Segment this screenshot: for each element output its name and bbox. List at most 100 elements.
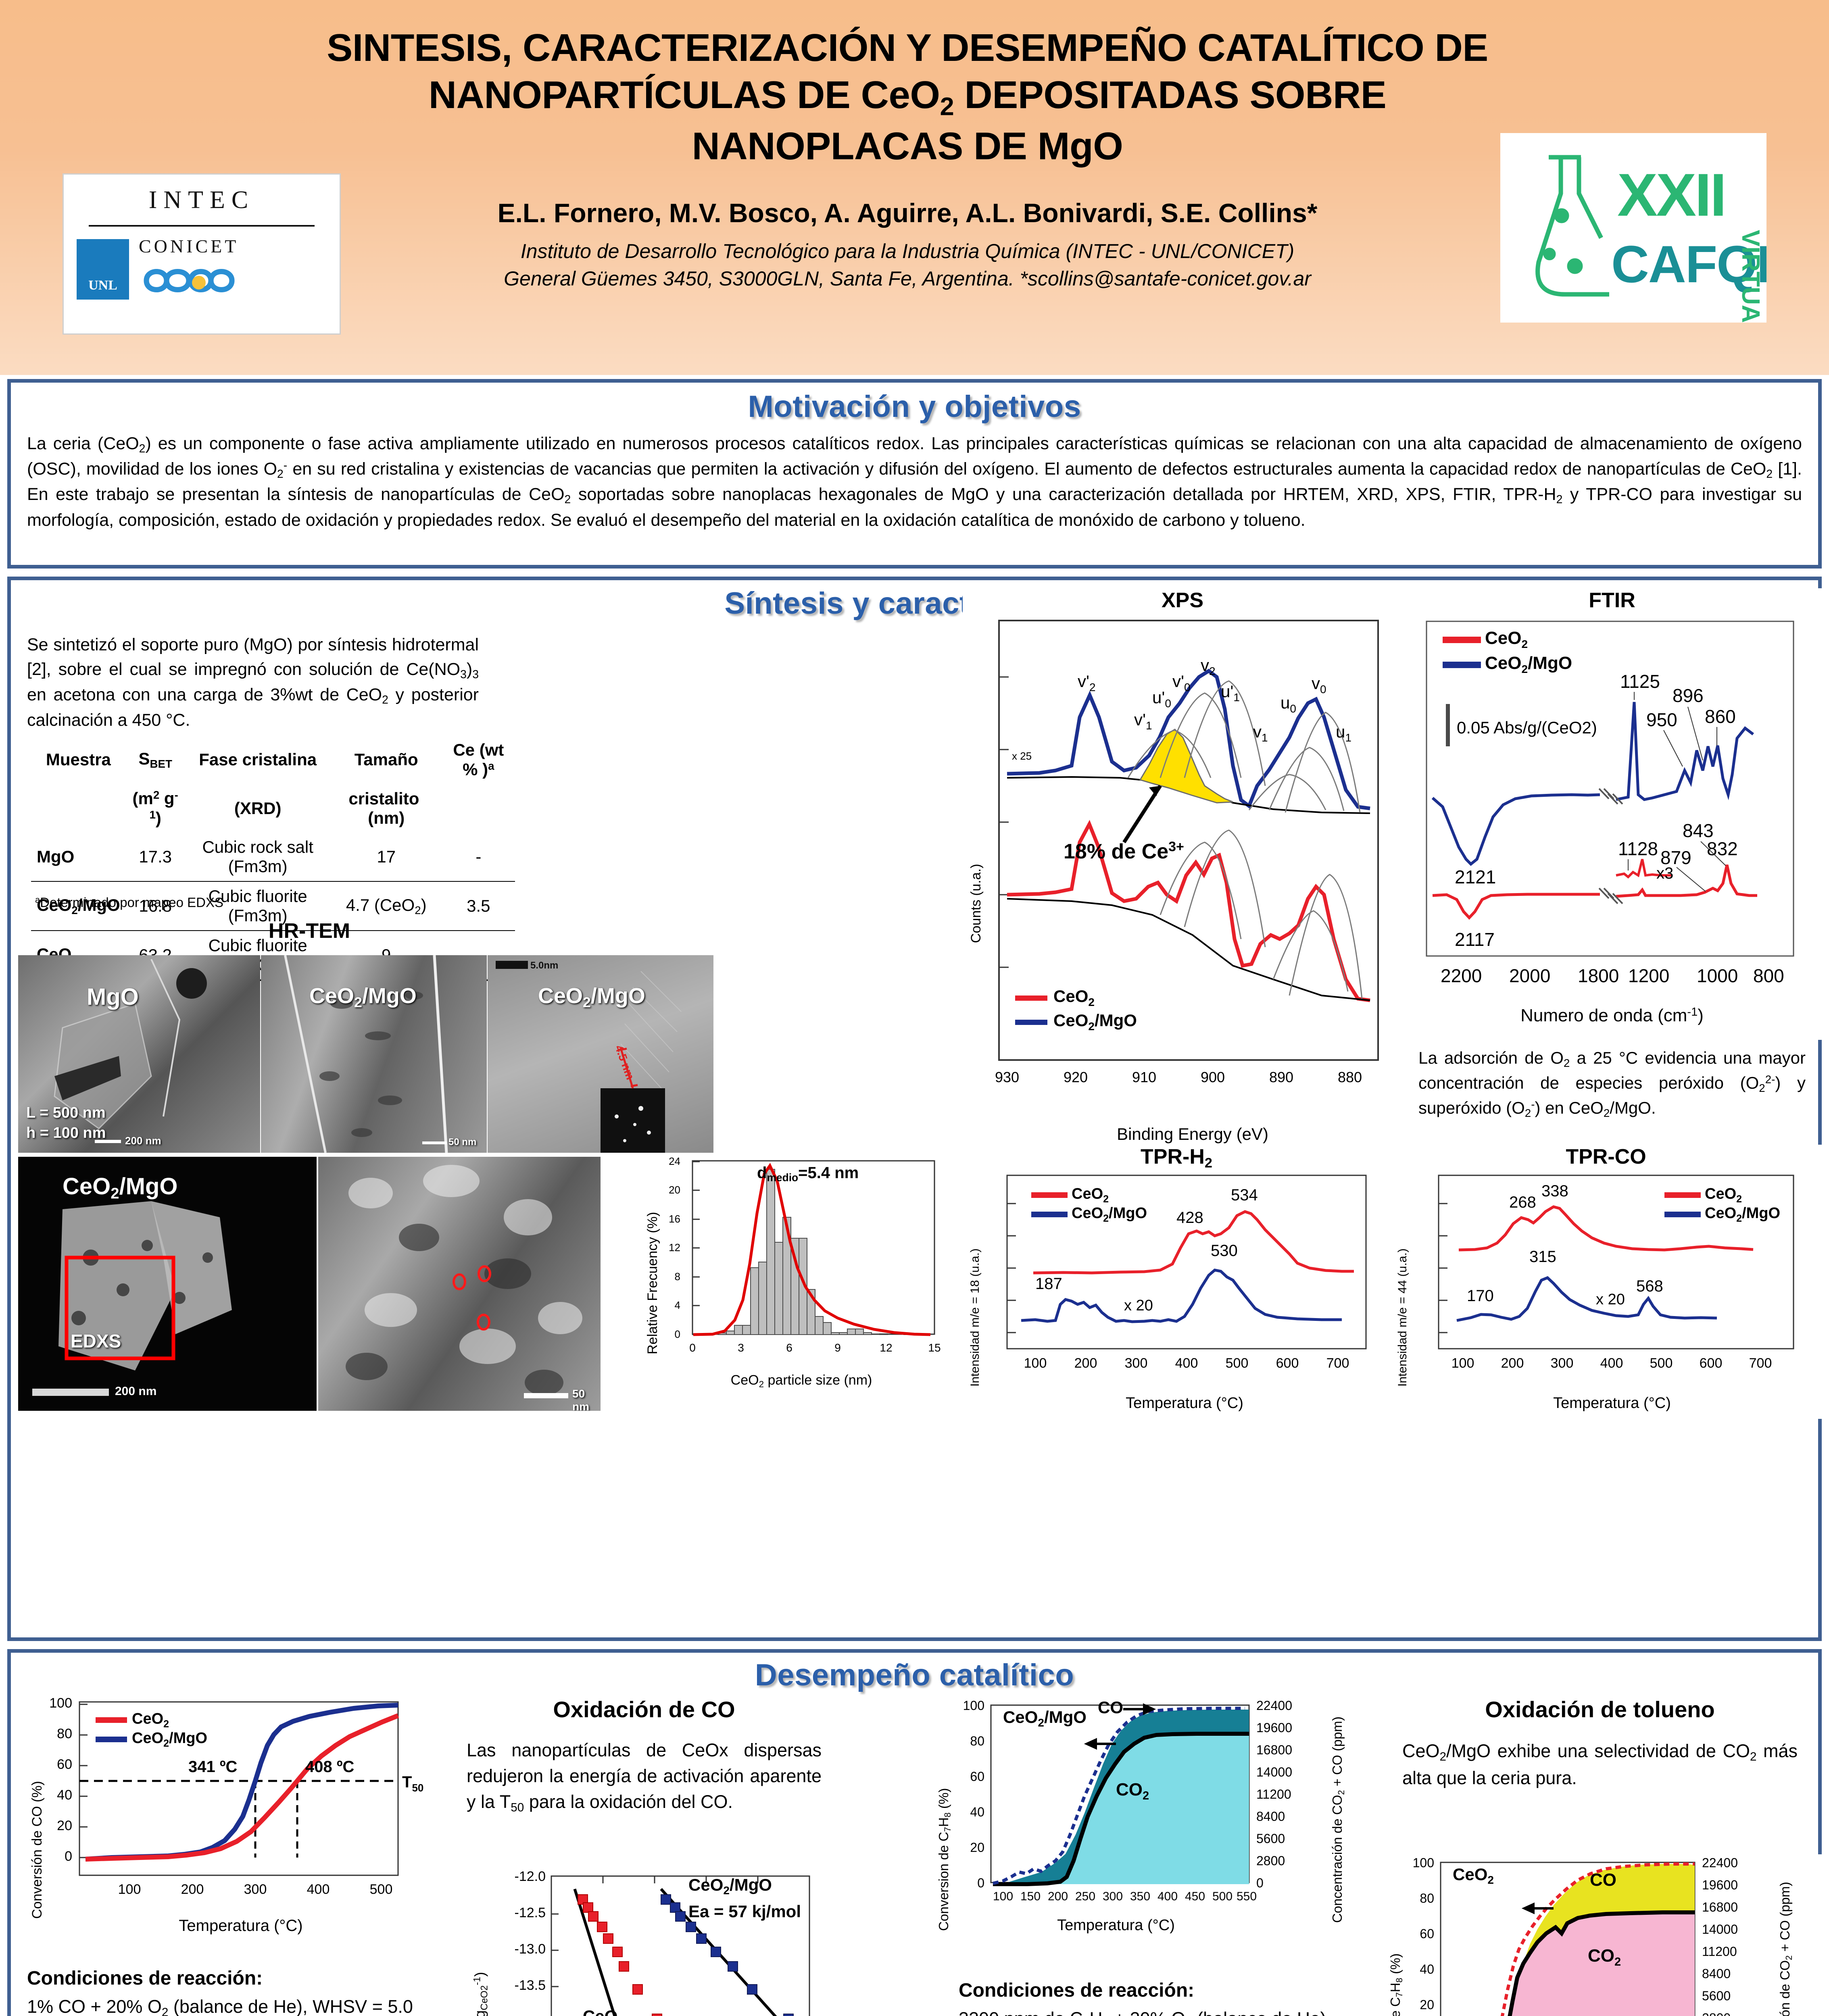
svg-text:80: 80 bbox=[970, 1734, 984, 1748]
th-sbet: SBET bbox=[138, 749, 172, 770]
tpr-h2-title: TPR-H2 bbox=[1141, 1145, 1212, 1171]
conicet-infinity-icon bbox=[144, 269, 235, 292]
hrtem-title: HR-TEM bbox=[268, 919, 350, 943]
tem-scalebar-label: 50 nm bbox=[448, 1137, 477, 1148]
svg-text:1125: 1125 bbox=[1620, 671, 1660, 692]
tol-conditions-text: 3200 ppm de C7H8 + 20% O2 (balance de He… bbox=[959, 2006, 1370, 2016]
section-performance: Desempeño catalítico Conversión de CO (%… bbox=[7, 1649, 1826, 2016]
svg-text:920: 920 bbox=[1064, 1069, 1088, 1085]
svg-text:5600: 5600 bbox=[1256, 1831, 1285, 1846]
chart-xps: XPS Counts (u.a.) bbox=[963, 588, 1402, 1161]
cell-fase: Cubic fluorite (Fm3m) bbox=[185, 881, 331, 931]
cafqi-event-logo: XXII CAFQI VIRTUAL bbox=[1500, 133, 1766, 323]
svg-text:450: 450 bbox=[1185, 1890, 1205, 1903]
th-fase: Fase cristalina bbox=[199, 750, 317, 769]
tem-label: CeO2/MgO bbox=[538, 984, 645, 1010]
tem-dimension-l: L = 500 nm bbox=[26, 1104, 106, 1121]
tol-ceo2-svg: 100 80 60 40 20 0 22400 19600 16800 1400… bbox=[1413, 1857, 1738, 2016]
cell-sbet: 17.3 bbox=[125, 832, 185, 882]
arrhenius-svg: -12.0 -12.5 -13.0 -13.5 -14.0 -14.5 bbox=[515, 1870, 810, 2016]
characterization-table: Muestra SBET Fase cristalina Tamaño Ce (… bbox=[31, 735, 515, 981]
chart-tpr-co: TPR-CO Intensidad m/e = 44 (u.a.) CeO2 C… bbox=[1390, 1145, 1822, 1419]
svg-text:19600: 19600 bbox=[1702, 1878, 1738, 1892]
cell-ce: - bbox=[442, 832, 515, 882]
tem-scalebar-label: 50 nm bbox=[572, 1387, 589, 1411]
tol-mgo-ylabel: Conversion de C7H8 (%) bbox=[936, 1788, 953, 1931]
svg-text:CeO2/MgO: CeO2/MgO bbox=[1705, 1205, 1780, 1224]
cell-tamano: 4.7 (CeO2) bbox=[330, 881, 442, 931]
svg-text:900: 900 bbox=[1201, 1069, 1225, 1085]
tem-scalebar-label: 5.0nm bbox=[530, 960, 559, 971]
edxs-roi-label: EDXS bbox=[71, 1331, 121, 1352]
title-line-3: NANOPLACAS DE MgO bbox=[692, 125, 1123, 168]
svg-text:80: 80 bbox=[57, 1726, 72, 1741]
tol-mgo-xlabel: Temperatura (°C) bbox=[1057, 1917, 1175, 1934]
motivation-text: La ceria (CeO2) es un componente o fase … bbox=[27, 434, 1802, 530]
svg-text:60: 60 bbox=[970, 1769, 984, 1784]
psd-annotation-dmedio: dmedio=5.4 nm bbox=[757, 1164, 859, 1184]
th-sbet-units: (m2 g-1) bbox=[132, 789, 178, 827]
xps-title: XPS bbox=[1161, 589, 1204, 612]
table-footnote: aDeterminado por mapeo EDXS bbox=[35, 895, 224, 910]
svg-text:100: 100 bbox=[993, 1890, 1013, 1903]
svg-text:CeO2/MgO: CeO2/MgO bbox=[1485, 653, 1572, 675]
tem-label: MgO bbox=[87, 984, 139, 1010]
section-motivation: Motivación y objetivos La ceria (CeO2) e… bbox=[7, 379, 1822, 569]
svg-text:CO: CO bbox=[1098, 1699, 1123, 1717]
svg-text:150: 150 bbox=[1020, 1890, 1041, 1903]
svg-text:879: 879 bbox=[1660, 847, 1691, 868]
svg-text:350: 350 bbox=[1130, 1890, 1150, 1903]
co-oxidation-text: Las nanopartículas de CeOx dispersas red… bbox=[467, 1740, 822, 1814]
co-conditions-title: Condiciones de reacción: bbox=[27, 1968, 263, 1989]
svg-text:341 ºC: 341 ºC bbox=[188, 1758, 237, 1776]
svg-text:40: 40 bbox=[1420, 1962, 1434, 1976]
svg-text:CeO2/MgO: CeO2/MgO bbox=[688, 1875, 772, 1897]
psd-ylabel: Relative Frecuency (%) bbox=[645, 1212, 660, 1354]
svg-text:CeO2: CeO2 bbox=[1705, 1185, 1742, 1205]
intec-logo: INTEC CONICET bbox=[63, 173, 341, 335]
tpr-co-title: TPR-CO bbox=[1566, 1145, 1646, 1168]
svg-text:0.05 Abs/g/(CeO2): 0.05 Abs/g/(CeO2) bbox=[1457, 718, 1597, 737]
tem-scalebar-label: 200 nm bbox=[115, 1385, 157, 1398]
chart-arrhenius: ln R (mol.s-1.gCeO2-1) -12.0 -12.5 -13.0… bbox=[467, 1866, 918, 2016]
svg-text:500: 500 bbox=[370, 1882, 393, 1897]
page-title: SINTESIS, CARACTERIZACIÓN Y DESEMPEÑO CA… bbox=[242, 24, 1573, 170]
svg-text:896: 896 bbox=[1673, 685, 1704, 706]
svg-text:15: 15 bbox=[928, 1341, 941, 1354]
svg-text:0: 0 bbox=[977, 1876, 984, 1890]
chart-toluene-ceo2mgo: Conversion de C7H8 (%) 100 80 60 40 20 0… bbox=[930, 1697, 1382, 1971]
svg-text:x3: x3 bbox=[1656, 864, 1673, 882]
logo-divider bbox=[89, 225, 315, 227]
svg-text:12: 12 bbox=[880, 1341, 892, 1354]
svg-text:CO: CO bbox=[1590, 1870, 1616, 1890]
chart-particle-size-distribution: Relative Frecuency (%) 24 20 16 12 8 4 0 bbox=[640, 1153, 951, 1411]
co-oxidation-title: Oxidación de CO bbox=[553, 1697, 735, 1722]
svg-text:CeO2/MgO: CeO2/MgO bbox=[1072, 1205, 1147, 1224]
affiliation-line-2: General Güemes 3450, S3000GLN, Santa Fe,… bbox=[504, 267, 1311, 290]
svg-text:300: 300 bbox=[1125, 1356, 1148, 1371]
svg-text:-12.5: -12.5 bbox=[515, 1905, 546, 1920]
ftir-title: FTIR bbox=[1589, 589, 1635, 612]
svg-text:843: 843 bbox=[1683, 820, 1714, 841]
svg-text:20: 20 bbox=[970, 1840, 984, 1855]
intec-logo-text: INTEC bbox=[148, 186, 255, 214]
svg-text:-14.0: -14.0 bbox=[515, 2014, 546, 2016]
svg-text:v'2: v'2 bbox=[1078, 672, 1096, 694]
svg-text:20: 20 bbox=[669, 1184, 680, 1196]
svg-text:-13.5: -13.5 bbox=[515, 1978, 546, 1993]
svg-text:500: 500 bbox=[1650, 1356, 1673, 1371]
cell-fase: Cubic rock salt (Fm3m) bbox=[185, 832, 331, 882]
svg-text:CeO2/MgO: CeO2/MgO bbox=[132, 1730, 207, 1749]
performance-title: Desempeño catalítico bbox=[755, 1658, 1074, 1692]
svg-text:Ea = 57 kj/mol: Ea = 57 kj/mol bbox=[688, 1902, 801, 1921]
svg-text:200: 200 bbox=[1501, 1356, 1524, 1371]
svg-text:2117: 2117 bbox=[1455, 929, 1495, 950]
svg-text:XXII: XXII bbox=[1617, 161, 1725, 229]
svg-text:100: 100 bbox=[1452, 1356, 1474, 1371]
svg-text:700: 700 bbox=[1749, 1356, 1772, 1371]
tem-image-haadf: 50 nm bbox=[318, 1157, 601, 1411]
svg-text:16800: 16800 bbox=[1702, 1900, 1738, 1914]
svg-text:CeO2: CeO2 bbox=[1072, 1185, 1109, 1205]
svg-text:832: 832 bbox=[1707, 838, 1738, 859]
svg-text:8400: 8400 bbox=[1702, 1966, 1731, 1981]
